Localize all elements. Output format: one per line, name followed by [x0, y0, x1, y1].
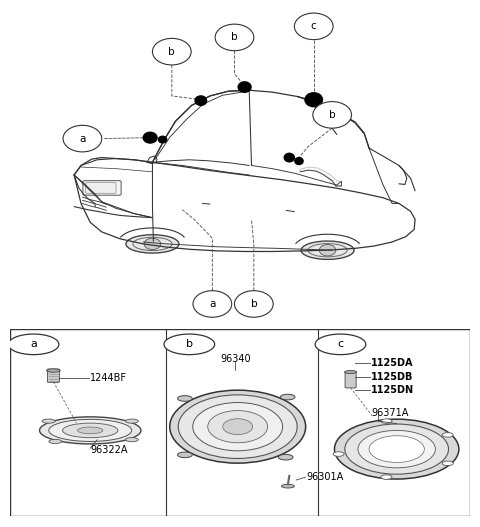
Ellipse shape [305, 93, 323, 106]
Circle shape [315, 334, 366, 355]
Ellipse shape [281, 484, 294, 488]
Ellipse shape [195, 96, 206, 105]
FancyBboxPatch shape [345, 372, 356, 388]
Circle shape [319, 245, 336, 256]
Circle shape [381, 419, 392, 423]
Text: a: a [209, 299, 216, 309]
Circle shape [442, 461, 453, 465]
Ellipse shape [178, 395, 297, 458]
FancyBboxPatch shape [83, 181, 121, 195]
Text: a: a [30, 339, 37, 349]
Ellipse shape [78, 427, 103, 434]
Ellipse shape [278, 454, 293, 460]
Circle shape [164, 334, 215, 355]
Ellipse shape [62, 423, 118, 438]
Ellipse shape [223, 419, 252, 435]
Ellipse shape [47, 369, 60, 372]
Ellipse shape [369, 436, 424, 463]
Text: 96301A: 96301A [307, 472, 344, 482]
Text: 1125DA: 1125DA [372, 358, 414, 368]
Ellipse shape [178, 452, 192, 457]
Circle shape [8, 334, 59, 355]
Circle shape [294, 13, 333, 40]
Text: 96371A: 96371A [372, 407, 408, 417]
Ellipse shape [301, 241, 354, 259]
Ellipse shape [143, 132, 157, 143]
Ellipse shape [178, 396, 192, 401]
Ellipse shape [345, 424, 448, 474]
Circle shape [442, 433, 453, 437]
Text: b: b [251, 299, 257, 309]
Ellipse shape [170, 390, 306, 463]
Circle shape [234, 291, 273, 317]
Text: 1125DB: 1125DB [372, 372, 414, 382]
Polygon shape [300, 167, 341, 186]
Ellipse shape [284, 153, 294, 162]
Circle shape [144, 238, 161, 250]
Ellipse shape [125, 437, 138, 442]
Ellipse shape [335, 419, 459, 479]
Circle shape [215, 24, 254, 51]
Ellipse shape [49, 419, 132, 442]
FancyBboxPatch shape [10, 329, 470, 516]
Ellipse shape [295, 158, 303, 164]
Ellipse shape [208, 411, 268, 443]
Circle shape [313, 102, 351, 128]
Ellipse shape [49, 440, 62, 444]
Ellipse shape [125, 419, 138, 423]
Ellipse shape [193, 403, 283, 451]
Text: b: b [231, 33, 238, 42]
Text: 96340: 96340 [220, 354, 251, 364]
Text: 1244BF: 1244BF [90, 373, 127, 383]
Text: 96322A: 96322A [90, 445, 128, 455]
Text: 1125DN: 1125DN [372, 385, 414, 395]
FancyBboxPatch shape [85, 182, 116, 193]
Text: c: c [311, 22, 317, 31]
Ellipse shape [345, 370, 357, 374]
Ellipse shape [39, 417, 141, 444]
Ellipse shape [42, 419, 55, 423]
Circle shape [333, 452, 344, 456]
Ellipse shape [358, 431, 435, 468]
Text: a: a [79, 134, 85, 143]
Ellipse shape [238, 82, 251, 92]
Ellipse shape [126, 235, 179, 253]
Ellipse shape [280, 394, 295, 400]
Circle shape [381, 475, 392, 480]
Circle shape [193, 291, 232, 317]
Ellipse shape [158, 136, 167, 143]
Circle shape [63, 125, 102, 152]
Text: b: b [329, 110, 336, 120]
Text: b: b [168, 47, 175, 56]
Text: b: b [186, 339, 193, 349]
FancyBboxPatch shape [48, 369, 60, 382]
Circle shape [153, 38, 191, 65]
Text: c: c [337, 339, 344, 349]
